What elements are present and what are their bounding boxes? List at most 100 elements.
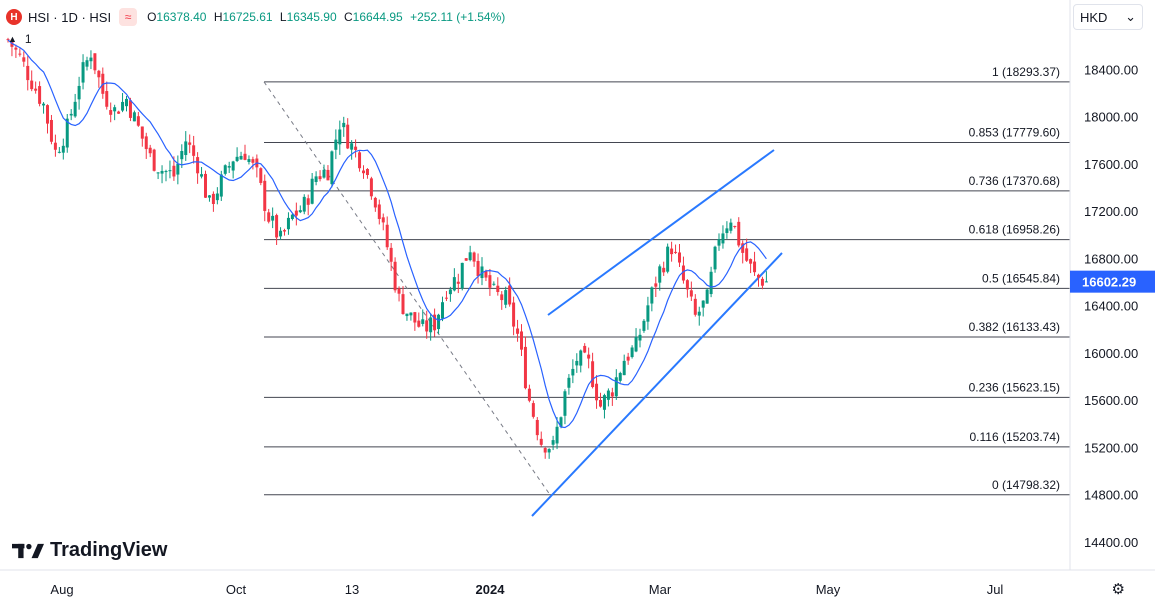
candle-body bbox=[326, 169, 330, 181]
candle-body bbox=[417, 320, 421, 327]
price-tick-label: 17200.00 bbox=[1084, 204, 1138, 219]
tradingview-mark-icon bbox=[12, 543, 44, 558]
candle-body bbox=[405, 313, 409, 317]
candle-body bbox=[251, 159, 255, 163]
time-tick-label: Oct bbox=[226, 582, 247, 597]
ohlc-values: O16378.40 H16725.61 L16345.90 C16644.95 … bbox=[147, 10, 509, 24]
candle-body bbox=[575, 360, 579, 366]
candle-body bbox=[713, 246, 717, 270]
candle-body bbox=[192, 145, 196, 156]
candle-body bbox=[121, 101, 125, 111]
candle-body bbox=[247, 159, 251, 162]
candle-body bbox=[26, 65, 30, 81]
candle-body bbox=[749, 259, 753, 264]
candle-body bbox=[350, 143, 354, 150]
low-label: L bbox=[279, 10, 287, 24]
indicator-toggle[interactable]: ▲ 1 bbox=[8, 32, 32, 46]
candle-body bbox=[587, 354, 591, 359]
candle-body bbox=[152, 149, 156, 171]
candle-body bbox=[527, 388, 531, 401]
candle-body bbox=[164, 171, 168, 173]
candle-body bbox=[239, 155, 243, 160]
fib-level-label: 0.116 (15203.74) bbox=[969, 430, 1060, 444]
candle-body bbox=[539, 438, 543, 445]
candle-body bbox=[93, 53, 97, 71]
symbol-legend: H HSI · 1D · HSI ≈ O16378.40 H16725.61 L… bbox=[6, 7, 509, 27]
candle-body bbox=[263, 180, 267, 211]
currency-label: HKD bbox=[1080, 9, 1108, 25]
last-price-label: 16602.29 bbox=[1082, 275, 1136, 290]
candle-body bbox=[413, 312, 417, 323]
candle-body bbox=[555, 426, 559, 444]
candle-body bbox=[642, 320, 646, 331]
candle-body bbox=[551, 440, 555, 445]
candle-body bbox=[500, 294, 504, 301]
candle-body bbox=[512, 302, 516, 327]
candle-body bbox=[563, 391, 567, 416]
candle-body bbox=[354, 146, 358, 150]
candle-body bbox=[681, 265, 685, 281]
candle-body bbox=[223, 165, 227, 174]
candle-body bbox=[437, 314, 441, 330]
symbol-title[interactable]: HSI · 1D · HSI bbox=[28, 9, 112, 25]
candle-body bbox=[693, 298, 697, 315]
candle-body bbox=[496, 285, 500, 293]
candle-body bbox=[168, 170, 172, 172]
candle-body bbox=[128, 100, 132, 118]
candle-body bbox=[283, 230, 286, 232]
price-tick-label: 18000.00 bbox=[1084, 110, 1138, 125]
indicator-count: 1 bbox=[24, 32, 32, 46]
high-label: H bbox=[213, 10, 223, 24]
candle-body bbox=[646, 305, 650, 322]
symbol-logo: H bbox=[6, 9, 22, 25]
candle-body bbox=[22, 57, 26, 62]
open-label: O bbox=[147, 10, 157, 24]
candle-body bbox=[757, 274, 760, 278]
candle-body bbox=[488, 275, 492, 288]
candle-body bbox=[89, 57, 93, 62]
currency-select[interactable]: HKD ⌄ bbox=[1073, 4, 1143, 30]
brand-name: TradingView bbox=[50, 539, 168, 561]
candle-body bbox=[365, 169, 369, 175]
candle-body bbox=[670, 248, 674, 255]
candle-body bbox=[105, 91, 109, 107]
candle-body bbox=[81, 62, 85, 83]
candle-body bbox=[662, 267, 666, 273]
candle-body bbox=[302, 196, 306, 212]
candle-body bbox=[369, 178, 373, 197]
candle-body bbox=[330, 151, 334, 185]
candle-body bbox=[409, 312, 413, 316]
price-tick-label: 14800.00 bbox=[1084, 488, 1138, 503]
candle-body bbox=[535, 419, 539, 436]
candle-body bbox=[334, 139, 338, 150]
settings-icon[interactable]: ⚙ bbox=[1111, 581, 1125, 598]
candle-body bbox=[614, 377, 618, 397]
candle-body bbox=[448, 289, 452, 295]
fib-trend-dashed-line bbox=[263, 81, 551, 496]
price-tick-label: 16800.00 bbox=[1084, 251, 1138, 266]
tradingview-logo[interactable]: TradingView bbox=[12, 539, 167, 562]
candle-body bbox=[117, 111, 121, 114]
candle-body bbox=[717, 239, 721, 246]
candle-body bbox=[385, 224, 389, 248]
candle-body bbox=[290, 214, 294, 219]
candle-body bbox=[760, 278, 764, 286]
moving-average-line bbox=[7, 39, 767, 429]
candle-body bbox=[235, 156, 239, 161]
close-value: 16644.95 bbox=[352, 10, 403, 24]
candle-body bbox=[176, 163, 180, 175]
candle-body bbox=[606, 390, 610, 400]
candle-body bbox=[460, 262, 464, 289]
candle-body bbox=[401, 294, 405, 314]
candle-body bbox=[271, 215, 275, 221]
chevron-icon[interactable]: ▲ bbox=[8, 34, 17, 44]
candle-body bbox=[180, 151, 184, 160]
candle-body bbox=[227, 166, 231, 168]
candle-body bbox=[160, 170, 164, 174]
candle-body bbox=[638, 334, 642, 341]
candle-body bbox=[516, 328, 520, 334]
candle-body bbox=[18, 53, 22, 55]
candle-body bbox=[729, 222, 733, 231]
approx-icon[interactable]: ≈ bbox=[119, 8, 138, 26]
